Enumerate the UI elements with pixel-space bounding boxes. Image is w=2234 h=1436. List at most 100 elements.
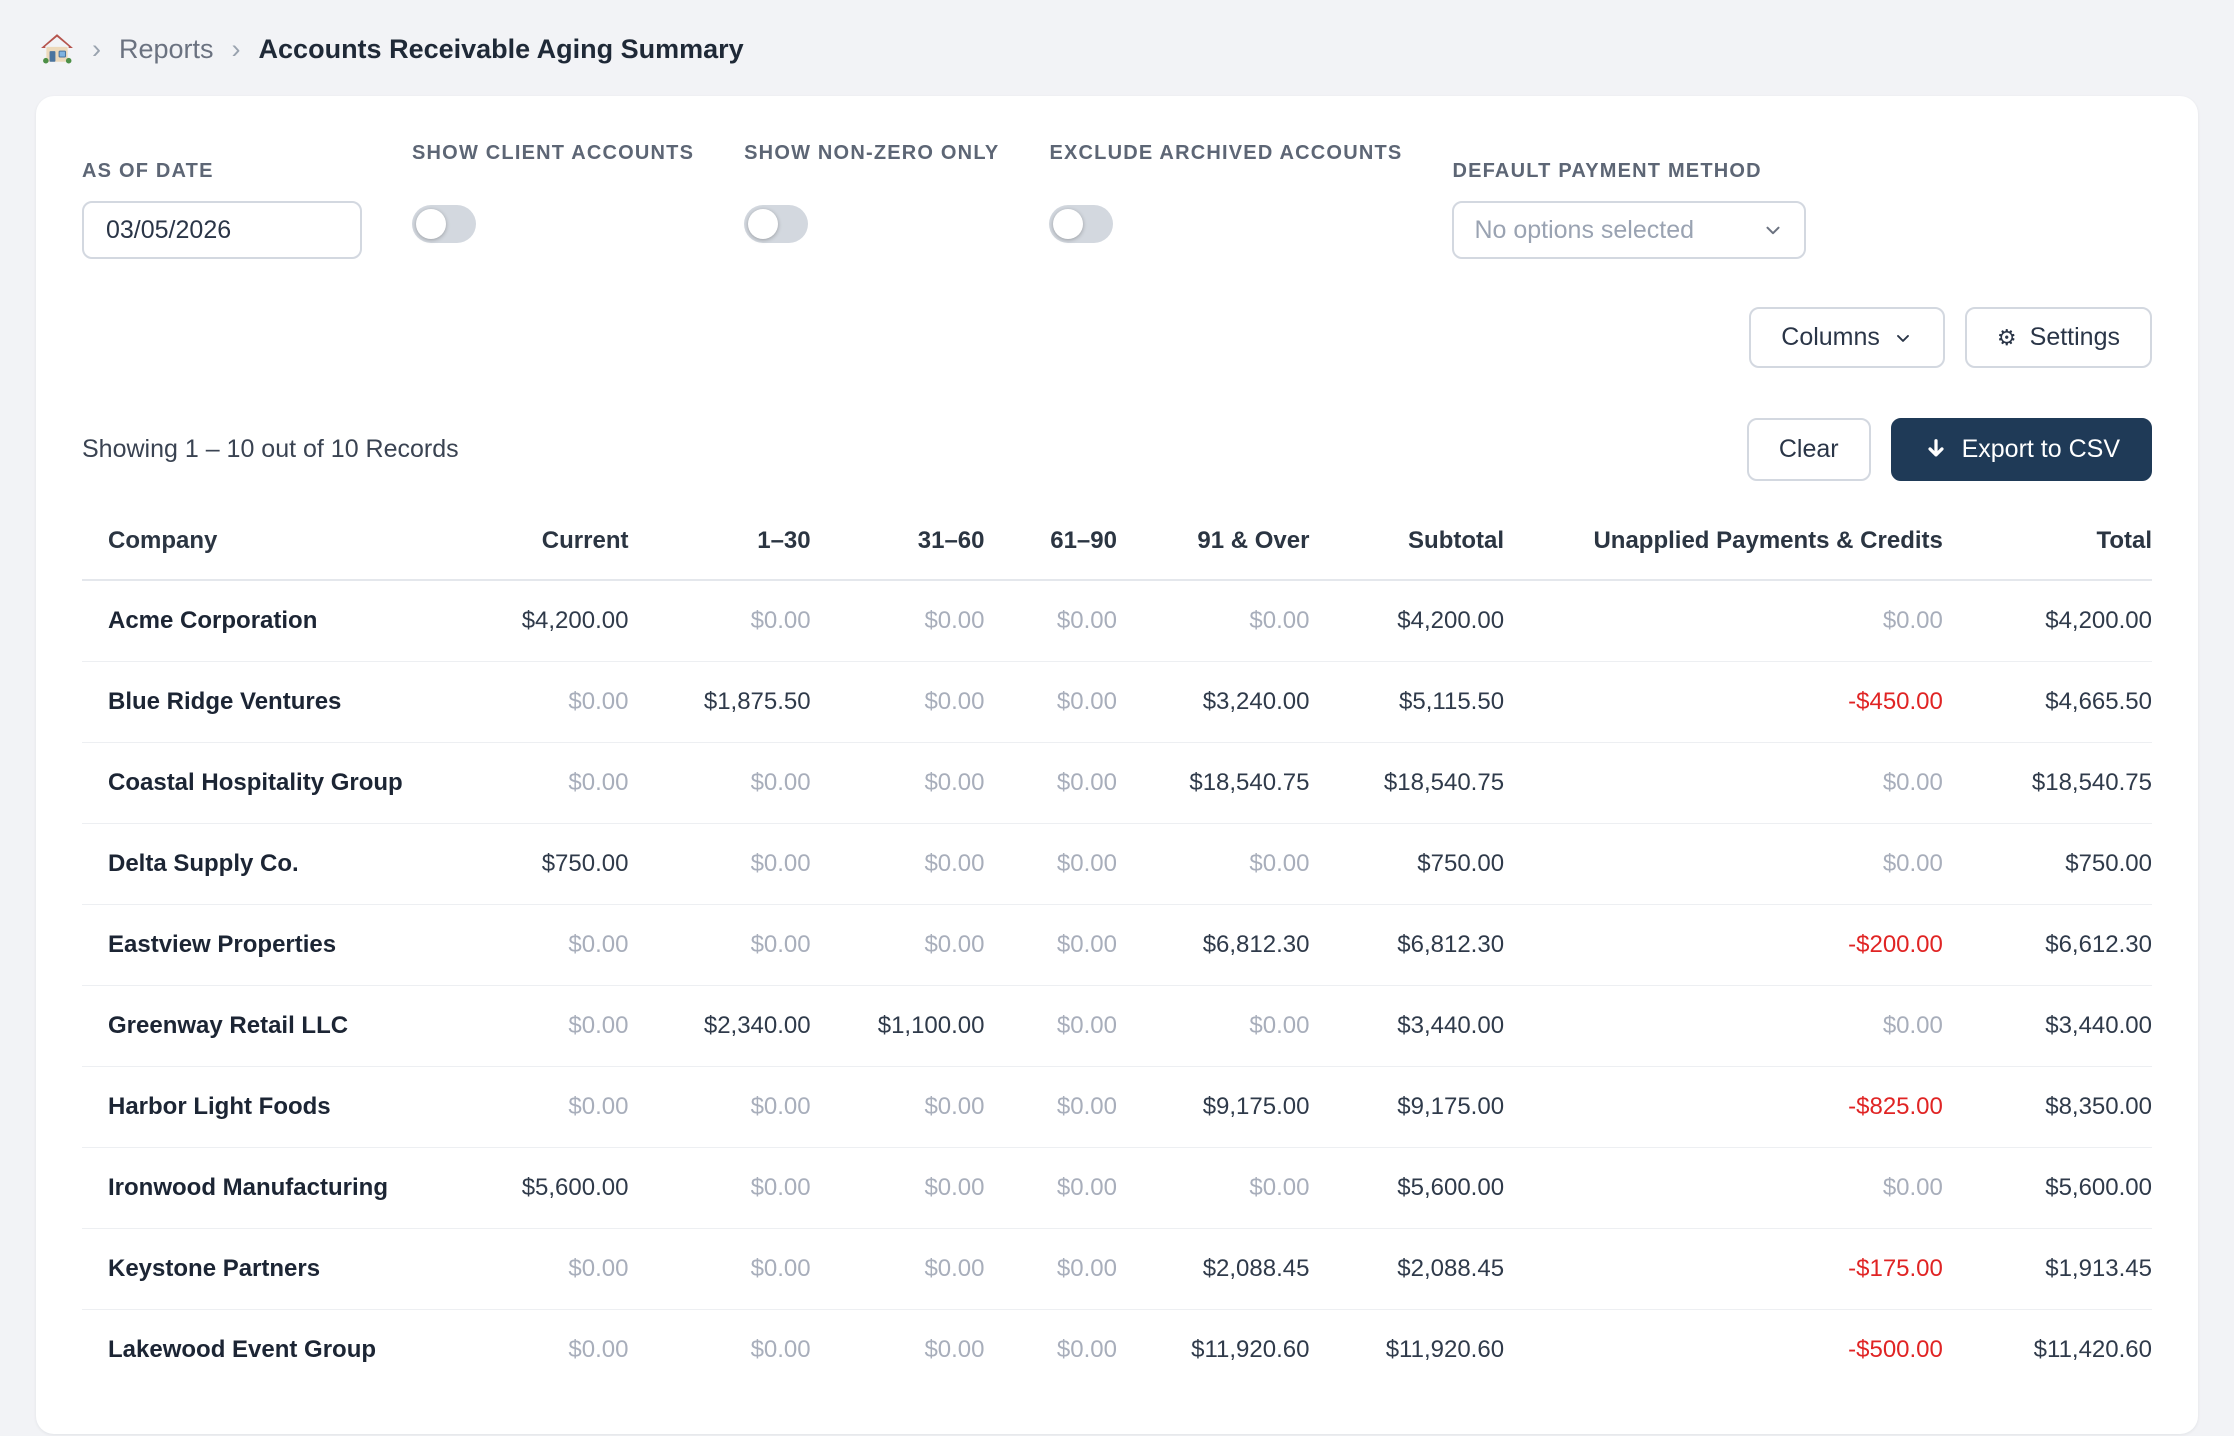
cell-61-90: $0.00 (984, 823, 1117, 905)
breadcrumb-separator-icon: › (92, 33, 101, 64)
cell-unapplied-payments-credits: -$200.00 (1504, 904, 1943, 986)
cell-subtotal: $5,115.50 (1309, 661, 1505, 743)
cell-subtotal: $4,200.00 (1309, 580, 1505, 662)
settings-button-label: Settings (2029, 323, 2120, 351)
cell-subtotal: $11,920.60 (1385, 1336, 1505, 1363)
cell-61-90: $0.00 (984, 1066, 1117, 1148)
table-row: Blue Ridge Ventures $0.00 $1,875.50 $0.00 $0… (82, 661, 2152, 743)
cell-company: Coastal Hospitality Group (82, 742, 443, 824)
table-row: Eastview Properties $0.00 $0.00 $0.00 $0.00 $… (82, 904, 2152, 986)
table-row: Lakewood Event Group $0.00 $0.00 $0.00 $0.00… (82, 1310, 2152, 1391)
show-client-accounts-label: SHOW CLIENT ACCOUNTS (412, 142, 695, 164)
cell-company: Blue Ridge Ventures (82, 661, 443, 743)
cell-61-90: $0.00 (984, 661, 1117, 743)
settings-button[interactable]: ⚙ Settings (1964, 307, 2152, 368)
cell-1-30: $0.00 (628, 1228, 811, 1310)
cell-31-60: $0.00 (924, 1336, 985, 1363)
cell-1-30: $2,340.00 (628, 985, 811, 1067)
default-payment-method-select[interactable]: No options selected (1452, 201, 1807, 259)
column-header-total: Total (1942, 527, 2152, 581)
cell-total: $11,420.60 (2033, 1336, 2152, 1363)
export-to-csv-button[interactable]: Export to CSV (1890, 418, 2152, 481)
columns-button-label: Columns (1781, 323, 1880, 351)
cell-unapplied-payments-credits: -$450.00 (1504, 661, 1943, 743)
cell-current: $0.00 (442, 742, 629, 824)
cell-1-30: $0.00 (750, 1336, 811, 1363)
breadcrumb-reports-link[interactable]: Reports (119, 33, 214, 64)
cell-61-90: $0.00 (984, 580, 1117, 662)
cell-current: $0.00 (442, 985, 629, 1067)
cell-company: Acme Corporation (82, 580, 443, 662)
column-header-31-60: 31–60 (810, 527, 985, 581)
filter-bar: AS OF DATE SHOW CLIENT ACCOUNTS SHOW NON… (82, 142, 2152, 259)
cell-91-over: $2,088.45 (1116, 1228, 1310, 1310)
cell-unapplied-payments-credits: $0.00 (1504, 742, 1943, 824)
table-row: Ironwood Manufacturing $5,600.00 $0.00 $0.0… (82, 1147, 2152, 1229)
cell-total: $5,600.00 (1942, 1147, 2152, 1229)
report-card: AS OF DATE SHOW CLIENT ACCOUNTS SHOW NON… (36, 96, 2198, 1434)
cell-current: $750.00 (442, 823, 629, 905)
cell-unapplied-payments-credits: $0.00 (1504, 1147, 1943, 1229)
as-of-date-group: AS OF DATE (82, 142, 362, 259)
toggle-knob (416, 209, 446, 239)
cell-company: Lakewood Event Group (108, 1336, 377, 1363)
cell-31-60: $0.00 (810, 580, 985, 662)
cell-91-over: $3,240.00 (1116, 661, 1310, 743)
cell-91-over: $18,540.75 (1116, 742, 1310, 824)
table-header-row: Company Current 1–30 31–60 61–90 91 & Over Sub… (82, 527, 2152, 581)
home-icon[interactable] (40, 32, 74, 66)
cell-current: $0.00 (568, 1336, 629, 1363)
gear-icon: ⚙ (1996, 324, 2017, 350)
cell-subtotal: $9,175.00 (1309, 1066, 1505, 1148)
page-title: Accounts Receivable Aging Summary (258, 33, 744, 64)
show-client-accounts-toggle[interactable] (412, 205, 476, 243)
as-of-date-label: AS OF DATE (82, 160, 214, 182)
clear-button[interactable]: Clear (1746, 418, 1871, 481)
cell-61-90: $0.00 (984, 742, 1117, 824)
cell-91-over: $11,920.60 (1191, 1336, 1310, 1363)
cell-1-30: $0.00 (628, 1147, 811, 1229)
show-non-zero-only-toggle[interactable] (744, 205, 809, 243)
columns-button[interactable]: Columns (1749, 307, 1945, 368)
aging-summary-table: Company Current 1–30 31–60 61–90 91 & Over Sub… (82, 527, 2152, 1390)
cell-31-60: $0.00 (810, 661, 985, 743)
table-row: Keystone Partners $0.00 $0.00 $0.00 $0.00 $2,… (82, 1228, 2152, 1310)
cell-total: $750.00 (1942, 823, 2152, 905)
exclude-archived-accounts-toggle[interactable] (1049, 205, 1114, 243)
export-button-label: Export to CSV (1961, 435, 2120, 463)
cell-61-90: $0.00 (984, 1147, 1117, 1229)
cell-31-60: $0.00 (810, 1228, 985, 1310)
cell-unapplied-payments-credits: -$825.00 (1504, 1066, 1943, 1148)
cell-current: $0.00 (442, 1228, 629, 1310)
exclude-archived-accounts-label: EXCLUDE ARCHIVED ACCOUNTS (1049, 142, 1403, 164)
record-count-text: Showing 1 – 10 out of 10 Records (82, 435, 459, 463)
column-header-company: Company (82, 527, 443, 581)
clear-button-label: Clear (1778, 435, 1839, 463)
cell-91-over: $0.00 (1116, 1147, 1310, 1229)
table-row: Harbor Light Foods $0.00 $0.00 $0.00 $0.00 $9… (82, 1066, 2152, 1148)
table-row: Coastal Hospitality Group $0.00 $0.00 $0.00… (82, 742, 2152, 824)
as-of-date-input[interactable] (82, 201, 362, 259)
cell-61-90: $0.00 (984, 985, 1117, 1067)
cell-31-60: $0.00 (810, 742, 985, 824)
cell-unapplied-payments-credits: $0.00 (1504, 580, 1943, 662)
cell-1-30: $0.00 (628, 1066, 811, 1148)
cell-61-90: $0.00 (1056, 1336, 1117, 1363)
cell-31-60: $0.00 (810, 823, 985, 905)
table-toolbar: Columns ⚙ Settings (82, 307, 2152, 368)
table-row: Greenway Retail LLC $0.00 $2,340.00 $1,100.… (82, 985, 2152, 1067)
arrow-down-icon (1923, 437, 1949, 463)
toggle-knob (748, 209, 779, 239)
cell-current: $0.00 (442, 904, 629, 986)
cell-company: Keystone Partners (82, 1228, 443, 1310)
cell-unapplied-payments-credits: $0.00 (1504, 823, 1943, 905)
cell-31-60: $0.00 (810, 1147, 985, 1229)
cell-total: $8,350.00 (1942, 1066, 2152, 1148)
cell-company: Greenway Retail LLC (82, 985, 443, 1067)
exclude-archived-accounts-group: EXCLUDE ARCHIVED ACCOUNTS (1049, 142, 1402, 243)
column-header-61-90: 61–90 (984, 527, 1117, 581)
cell-company: Ironwood Manufacturing (82, 1147, 443, 1229)
cell-unapplied-payments-credits: -$500.00 (1848, 1336, 1943, 1363)
cell-total: $4,665.50 (1942, 661, 2152, 743)
show-client-accounts-group: SHOW CLIENT ACCOUNTS (412, 142, 694, 243)
